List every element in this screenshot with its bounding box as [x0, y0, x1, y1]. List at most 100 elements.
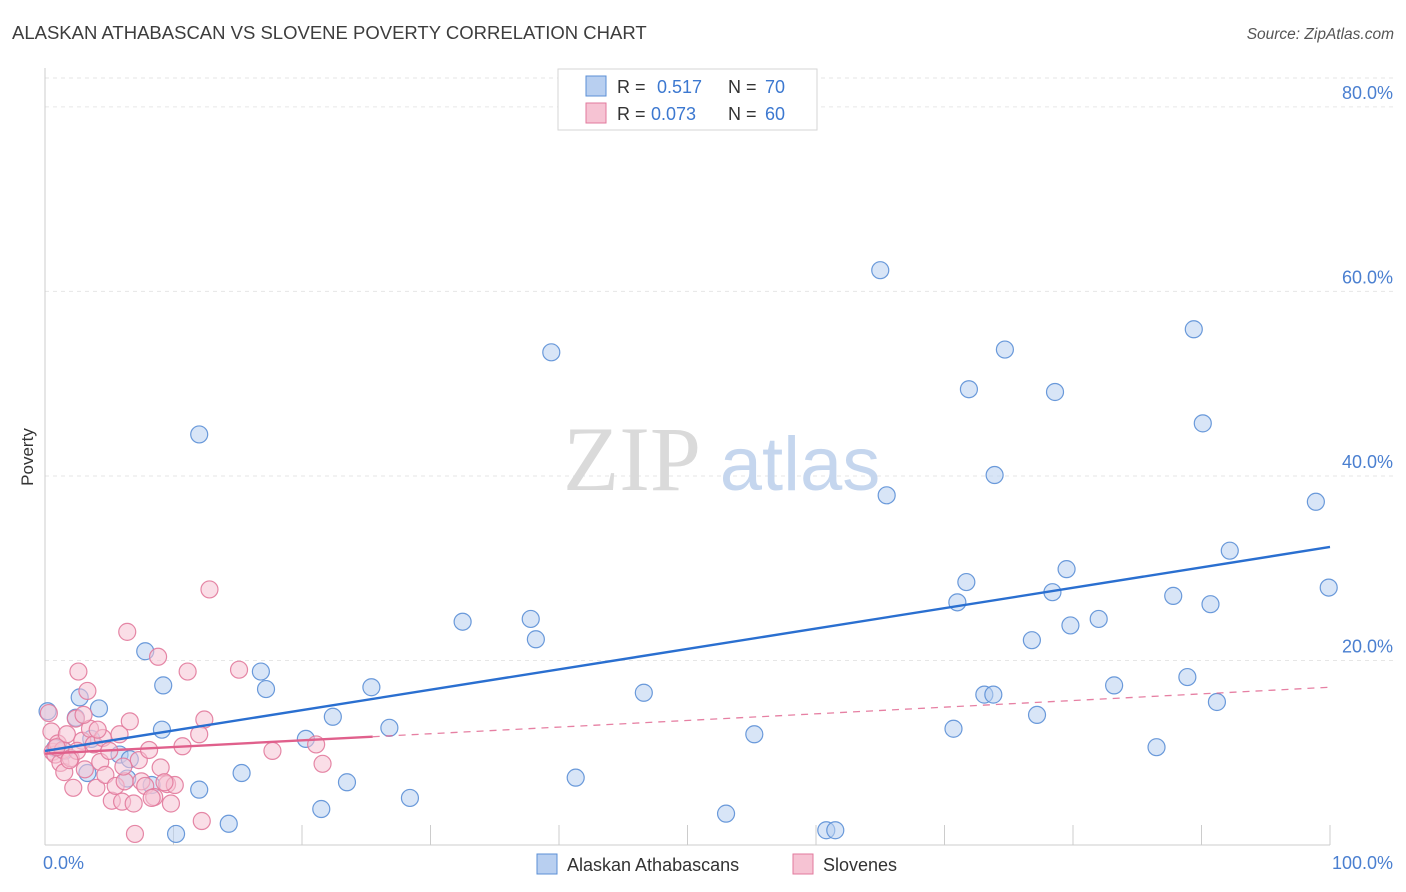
y-tick-labels: 20.0% 40.0% 60.0% 80.0% — [1342, 83, 1393, 657]
data-point-slovene-30 — [124, 794, 143, 813]
data-point-athabascan-24 — [323, 707, 342, 726]
watermark: ZIP atlas — [563, 408, 880, 510]
data-point-athabascan-26 — [362, 678, 381, 697]
data-point-athabascan-61 — [1193, 414, 1212, 433]
watermark-zip: ZIP — [563, 408, 701, 510]
chart-source: Source: ZipAtlas.com — [1247, 26, 1394, 43]
data-point-slovene-47 — [229, 660, 249, 679]
y-tick-label-60: 60.0% — [1342, 267, 1393, 287]
data-point-athabascan-41 — [944, 719, 963, 738]
bottom-legend: Alaskan Athabascans Slovenes — [536, 853, 897, 875]
bottom-legend-label-athabascan: Alaskan Athabascans — [567, 855, 739, 875]
data-point-athabascan-57 — [1147, 738, 1166, 757]
legend-r-label-athabascan: R = — [617, 77, 646, 97]
data-point-athabascan-39 — [871, 261, 890, 280]
chart-title: ALASKAN ATHABASCAN VS SLOVENE POVERTY CO… — [12, 22, 647, 43]
y-tick-label-40: 40.0% — [1342, 452, 1393, 472]
data-point-athabascan-13 — [152, 720, 172, 739]
data-point-athabascan-66 — [1319, 578, 1338, 597]
data-point-athabascan-64 — [1220, 541, 1239, 560]
data-point-athabascan-33 — [566, 768, 585, 787]
x-tick-label-end: 100.0% — [1332, 853, 1393, 873]
data-point-athabascan-29 — [453, 612, 472, 631]
data-point-athabascan-60 — [1184, 320, 1203, 339]
data-point-athabascan-50 — [1027, 705, 1047, 725]
data-point-athabascan-40 — [877, 486, 896, 505]
legend-r-label-slovene: R = — [617, 104, 646, 124]
data-point-slovene-51 — [114, 757, 133, 776]
data-point-athabascan-7 — [89, 699, 109, 718]
data-point-slovene-14 — [75, 760, 94, 779]
data-point-slovene-48 — [263, 741, 282, 760]
data-point-slovene-35 — [139, 740, 159, 760]
data-point-athabascan-21 — [256, 679, 276, 699]
data-point-athabascan-54 — [1061, 616, 1080, 635]
trend-line-athabascan — [44, 545, 1331, 753]
legend-n-value-slovene: 60 — [765, 104, 785, 124]
trend-lines — [44, 545, 1331, 755]
stats-legend: R = 0.517 N = 70 R = 0.073 N = 60 — [557, 68, 818, 131]
data-point-athabascan-47 — [985, 465, 1004, 485]
data-point-athabascan-59 — [1178, 667, 1197, 687]
data-point-slovene-10 — [64, 778, 83, 797]
legend-swatch-slovene — [585, 102, 607, 124]
legend-r-value-athabascan: 0.517 — [657, 77, 702, 97]
watermark-atlas: atlas — [720, 422, 881, 507]
legend-swatch-athabascan — [585, 75, 607, 97]
data-point-athabascan-42 — [948, 593, 967, 612]
data-point-slovene-18 — [87, 778, 106, 797]
data-point-slovene-31 — [125, 824, 145, 844]
bottom-legend-swatch-slovene — [792, 853, 814, 875]
data-point-athabascan-20 — [251, 662, 270, 681]
y-axis-title: Poverty — [18, 428, 37, 486]
data-point-athabascan-44 — [959, 380, 979, 399]
data-point-slovene-28 — [118, 622, 137, 641]
gridlines — [45, 77, 1393, 661]
data-point-athabascan-55 — [1089, 609, 1108, 629]
data-point-athabascan-18 — [219, 814, 238, 833]
data-point-athabascan-25 — [337, 773, 357, 792]
data-point-athabascan-49 — [1022, 631, 1041, 650]
legend-n-label-athabascan: N = — [728, 77, 757, 97]
trend-line-slovene-dashed — [372, 686, 1331, 738]
data-point-slovene-15 — [78, 681, 97, 701]
data-point-slovene-46 — [200, 580, 219, 599]
data-point-slovene-52 — [88, 720, 107, 739]
data-point-athabascan-52 — [1045, 382, 1065, 402]
data-point-slovene-43 — [178, 662, 197, 681]
data-point-athabascan-62 — [1201, 595, 1220, 614]
trend-line-slovene-solid — [44, 735, 373, 755]
legend-r-value-slovene: 0.073 — [651, 104, 696, 124]
data-point-slovene-8 — [57, 725, 76, 744]
data-point-athabascan-34 — [634, 683, 653, 702]
data-point-athabascan-19 — [232, 763, 251, 783]
data-point-athabascan-46 — [984, 685, 1003, 704]
data-point-slovene-29 — [120, 712, 139, 731]
data-point-athabascan-14 — [154, 676, 173, 695]
legend-n-label-slovene: N = — [728, 104, 757, 124]
y-tick-label-80: 80.0% — [1342, 83, 1393, 103]
y-tick-label-20: 20.0% — [1342, 636, 1393, 656]
data-point-athabascan-27 — [380, 718, 399, 737]
data-point-athabascan-58 — [1164, 586, 1183, 605]
data-point-athabascan-32 — [542, 343, 561, 362]
data-point-athabascan-35 — [716, 804, 736, 823]
data-point-slovene-54 — [60, 751, 79, 770]
bottom-legend-swatch-athabascan — [536, 853, 558, 875]
data-points — [38, 261, 1338, 844]
data-point-athabascan-43 — [957, 572, 976, 592]
data-point-athabascan-56 — [1105, 676, 1124, 695]
data-point-slovene-57 — [155, 773, 174, 792]
data-point-athabascan-28 — [400, 788, 420, 808]
data-point-athabascan-65 — [1306, 492, 1325, 511]
data-point-athabascan-38 — [826, 821, 845, 840]
data-point-slovene-59 — [74, 705, 93, 725]
data-point-slovene-12 — [69, 662, 88, 681]
x-tick-label-start: 0.0% — [43, 853, 84, 873]
data-point-slovene-55 — [142, 788, 161, 808]
bottom-legend-label-slovene: Slovenes — [823, 855, 897, 875]
data-point-athabascan-31 — [526, 630, 545, 649]
data-point-slovene-50 — [313, 754, 332, 773]
